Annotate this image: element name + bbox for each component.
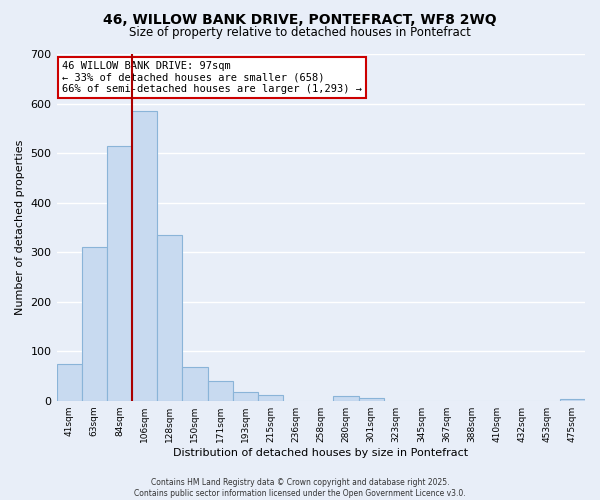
- Text: 46 WILLOW BANK DRIVE: 97sqm
← 33% of detached houses are smaller (658)
66% of se: 46 WILLOW BANK DRIVE: 97sqm ← 33% of det…: [62, 61, 362, 94]
- Bar: [182, 367, 208, 400]
- Bar: [258, 395, 283, 400]
- Bar: [56, 364, 82, 401]
- Bar: [107, 146, 132, 400]
- Text: Contains HM Land Registry data © Crown copyright and database right 2025.
Contai: Contains HM Land Registry data © Crown c…: [134, 478, 466, 498]
- Text: 46, WILLOW BANK DRIVE, PONTEFRACT, WF8 2WQ: 46, WILLOW BANK DRIVE, PONTEFRACT, WF8 2…: [103, 12, 497, 26]
- Y-axis label: Number of detached properties: Number of detached properties: [15, 140, 25, 315]
- Bar: [334, 396, 359, 400]
- X-axis label: Distribution of detached houses by size in Pontefract: Distribution of detached houses by size …: [173, 448, 469, 458]
- Bar: [208, 381, 233, 400]
- Bar: [359, 398, 383, 400]
- Bar: [560, 398, 585, 400]
- Bar: [157, 235, 182, 400]
- Bar: [132, 111, 157, 401]
- Bar: [82, 247, 107, 400]
- Text: Size of property relative to detached houses in Pontefract: Size of property relative to detached ho…: [129, 26, 471, 39]
- Bar: [233, 392, 258, 400]
